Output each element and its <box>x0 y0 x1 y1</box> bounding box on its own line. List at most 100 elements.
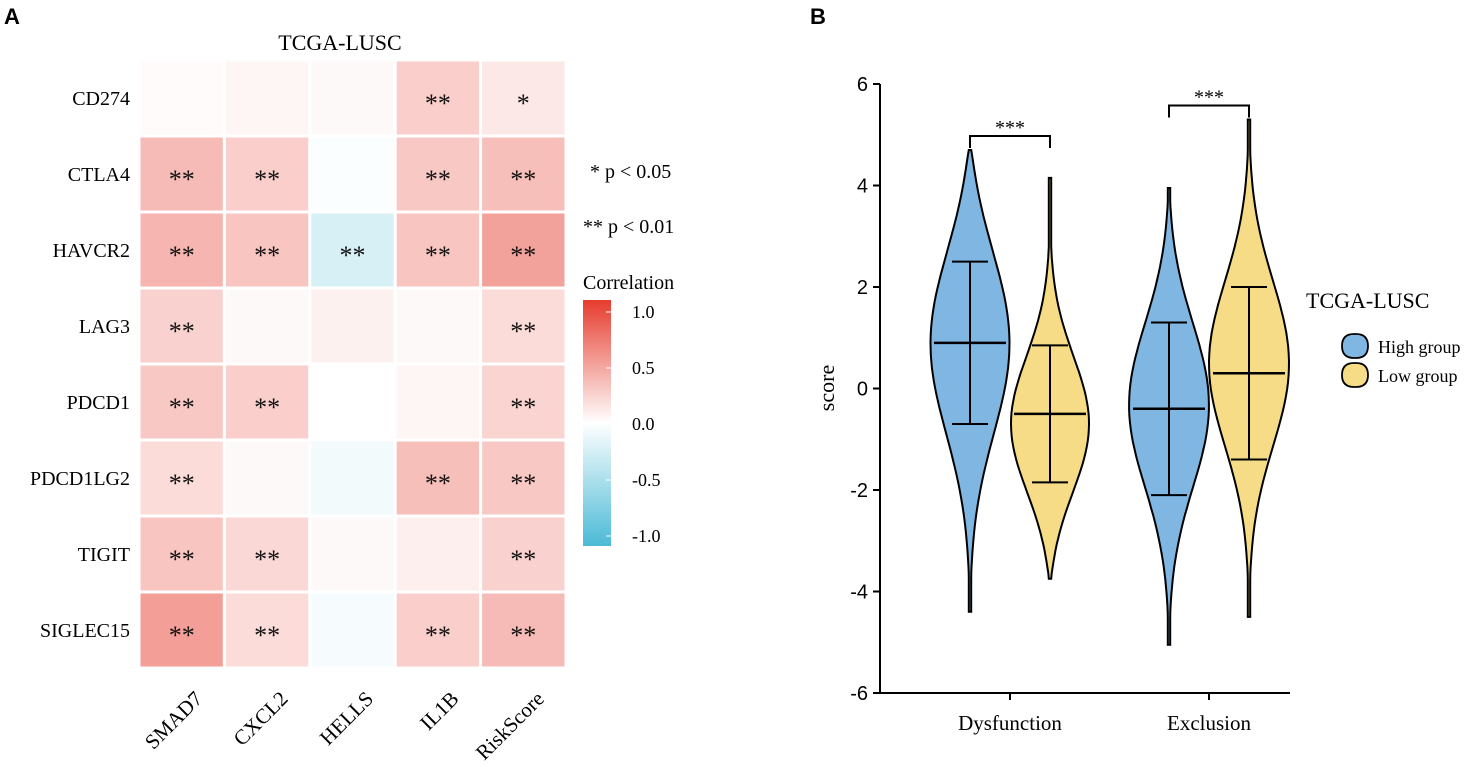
violin-y-tick-label: 2 <box>857 277 868 299</box>
significance-bracket <box>1168 104 1250 118</box>
heatmap-cell <box>222 58 312 138</box>
heatmap-cell <box>137 286 226 366</box>
heatmap-cell <box>137 514 226 594</box>
heatmap-column-label: HELLS <box>315 687 378 750</box>
heatmap-cell <box>308 134 397 214</box>
significance-mark: ** <box>254 393 280 422</box>
heatmap-row-label: CD274 <box>72 88 130 110</box>
violin-legend-label: High group <box>1378 337 1461 357</box>
significance-mark: ** <box>169 545 195 574</box>
heatmap-cell <box>222 210 312 290</box>
heatmap-cell <box>479 134 568 214</box>
significance-mark: ** <box>510 621 536 650</box>
heatmap-cell <box>479 362 568 442</box>
heatmap-column-label: IL1B <box>415 687 463 735</box>
heatmap-cell <box>393 286 483 366</box>
violin-legend-swatch <box>1341 333 1369 359</box>
violin-y-tick-label: -6 <box>850 683 868 705</box>
heatmap-row-label: TIGIT <box>78 544 130 566</box>
heatmap-row-label: PDCD1 <box>67 392 130 414</box>
heatmap-row-label: SIGLEC15 <box>40 620 130 642</box>
heatmap-cell <box>479 514 568 594</box>
heatmap-row-label: LAG3 <box>79 316 130 338</box>
significance-mark: ** <box>510 469 536 498</box>
violin-y-tick-label: -4 <box>850 582 868 604</box>
significance-mark: ** <box>169 393 195 422</box>
heatmap-cell <box>479 438 568 518</box>
heatmap-cell <box>308 286 397 366</box>
heatmap-cell <box>137 590 226 670</box>
heatmap-cell <box>393 590 483 670</box>
violin-y-tick-label: 6 <box>857 74 868 96</box>
heatmap-cell <box>222 438 312 518</box>
significance-mark: ** <box>169 621 195 650</box>
significance-mark: ** <box>169 469 195 498</box>
significance-mark: ** <box>425 469 451 498</box>
heatmap-chart: TCGA-LUSC ** *** ** ** **** ** ** ** **** **** ** *… <box>30 30 674 765</box>
heatmap-cell <box>308 362 397 442</box>
significance-mark: ** <box>425 89 451 118</box>
significance-mark: ** <box>254 241 280 270</box>
heatmap-cell <box>393 362 483 442</box>
violin-chart: 6 4 2 0 -2 -4 -6 Dysfunction Exclusion *** *** sc… <box>814 74 1461 735</box>
significance-bracket-label: *** <box>995 117 1025 139</box>
panel-b-label: B <box>810 4 826 29</box>
heatmap-row-label: PDCD1LG2 <box>30 468 130 490</box>
significance-mark: ** <box>169 241 195 270</box>
significance-mark: ** <box>510 393 536 422</box>
heatmap-column-label: RiskScore <box>471 687 549 765</box>
significance-mark: ** <box>510 165 536 194</box>
violin-legend-label: Low group <box>1378 366 1458 386</box>
violin-legend-swatch <box>1341 362 1369 388</box>
violin-x-tick-label: Dysfunction <box>958 711 1062 735</box>
significance-mark: ** <box>510 545 536 574</box>
heatmap-cell <box>222 514 312 594</box>
significance-mark: ** <box>169 165 195 194</box>
colorbar <box>583 300 611 546</box>
violin-y-tick-label: 4 <box>857 176 868 198</box>
heatmap-cell <box>308 438 397 518</box>
heatmap-cell <box>393 210 483 290</box>
colorbar-tick-label: 1.0 <box>632 302 655 322</box>
significance-legend-1: * p < 0.05 <box>590 161 671 183</box>
heatmap-cell <box>393 514 483 594</box>
violin-y-tick-label: -2 <box>850 480 868 502</box>
colorbar-tick-label: 0.5 <box>632 358 655 378</box>
violin-y-tick-label: 0 <box>857 379 868 401</box>
significance-mark: ** <box>254 165 280 194</box>
violin-y-axis-label: score <box>814 365 839 411</box>
significance-mark: ** <box>510 241 536 270</box>
significance-mark: * <box>517 89 530 118</box>
significance-mark: ** <box>340 241 366 270</box>
significance-mark: ** <box>254 545 280 574</box>
heatmap-title: TCGA-LUSC <box>278 30 401 55</box>
heatmap-cell <box>479 590 568 670</box>
significance-mark: ** <box>510 317 536 346</box>
significance-bracket-label: *** <box>1194 87 1224 109</box>
significance-legend-2: ** p < 0.01 <box>583 216 674 238</box>
significance-mark: ** <box>425 241 451 270</box>
heatmap-cell <box>137 438 226 518</box>
heatmap-cell <box>308 590 397 670</box>
significance-mark: ** <box>425 165 451 194</box>
colorbar-title: Correlation <box>583 272 674 294</box>
significance-bracket <box>969 134 1051 148</box>
heatmap-cell <box>479 210 568 290</box>
significance-mark: ** <box>254 621 280 650</box>
heatmap-row-label: CTLA4 <box>68 164 130 186</box>
violin-legend-title: TCGA-LUSC <box>1306 288 1429 313</box>
significance-mark: ** <box>425 621 451 650</box>
panel-a-label: A <box>4 4 20 29</box>
colorbar-tick-label: -1.0 <box>632 526 661 546</box>
heatmap-cell <box>393 58 483 138</box>
heatmap-column-label: CXCL2 <box>229 687 293 751</box>
heatmap-cell <box>222 286 312 366</box>
heatmap-cell <box>137 58 226 138</box>
heatmap-cell <box>308 514 397 594</box>
heatmap-cell <box>308 58 397 138</box>
heatmap-row-label: HAVCR2 <box>53 240 130 262</box>
heatmap-column-label: SMAD7 <box>140 687 207 754</box>
significance-mark: ** <box>169 317 195 346</box>
violin-x-tick-label: Exclusion <box>1167 711 1251 735</box>
